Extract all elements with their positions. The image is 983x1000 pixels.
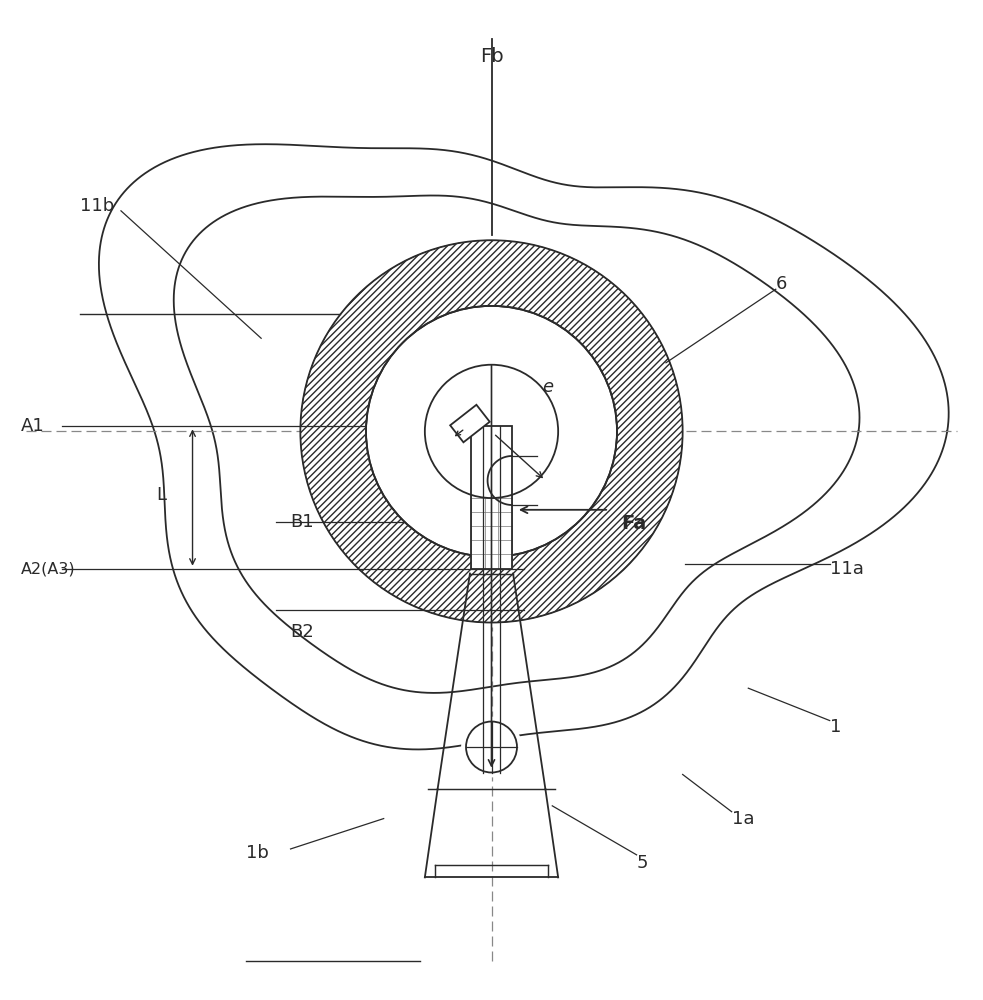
- Circle shape: [461, 717, 522, 777]
- Text: B1: B1: [291, 513, 315, 531]
- Circle shape: [466, 722, 517, 773]
- Text: 5: 5: [637, 854, 648, 872]
- Text: 1b: 1b: [247, 844, 269, 862]
- Text: 1: 1: [830, 718, 841, 736]
- Circle shape: [301, 240, 682, 623]
- Text: A1: A1: [21, 417, 45, 435]
- Text: L: L: [156, 486, 166, 504]
- Text: 11b: 11b: [80, 197, 114, 215]
- Text: Fa: Fa: [621, 514, 646, 533]
- Text: e: e: [543, 378, 553, 396]
- Circle shape: [366, 306, 617, 557]
- Text: 1a: 1a: [731, 810, 754, 828]
- Bar: [471, 426, 512, 569]
- Text: A2(A3): A2(A3): [21, 561, 76, 576]
- Polygon shape: [450, 405, 490, 442]
- Text: 11a: 11a: [830, 560, 863, 578]
- Bar: [471, 426, 512, 569]
- Text: 6: 6: [776, 275, 787, 293]
- Text: Fb: Fb: [480, 47, 503, 66]
- Circle shape: [425, 365, 558, 498]
- Text: B2: B2: [291, 623, 315, 641]
